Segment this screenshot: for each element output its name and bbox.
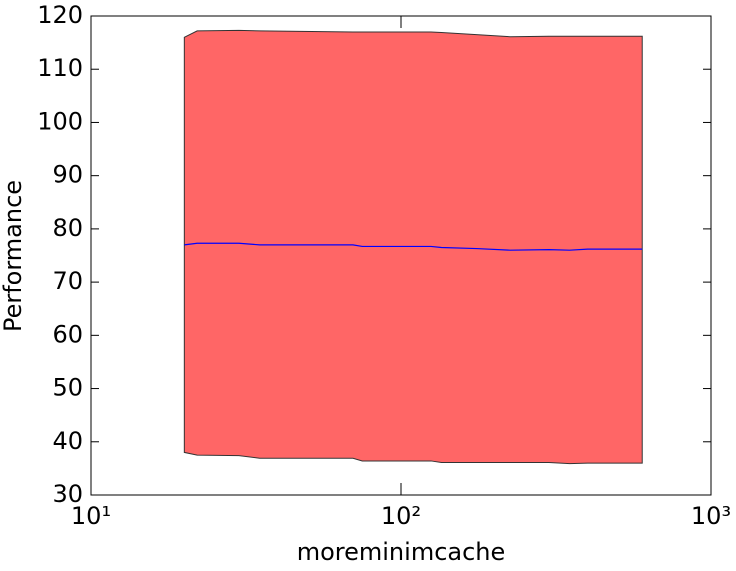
- y-tick-label: 100: [37, 107, 83, 135]
- x-tick-label: 10²: [381, 502, 421, 530]
- y-tick-label: 60: [52, 320, 83, 348]
- y-tick-label: 120: [37, 1, 83, 29]
- x-tick-label: 10¹: [71, 502, 111, 530]
- y-tick-label: 80: [52, 214, 83, 242]
- y-tick-label: 90: [52, 161, 83, 189]
- line: [184, 242, 643, 251]
- x-tick-label: 10³: [691, 502, 731, 530]
- x-axis-label: moreminimcache: [297, 538, 506, 566]
- y-tick-label: 50: [52, 374, 83, 402]
- y-tick-label: 70: [52, 267, 83, 295]
- y-tick-label: 40: [52, 427, 83, 455]
- y-axis-label: Performance: [0, 180, 27, 332]
- y-tick-label: 30: [52, 480, 83, 508]
- y-tick-label: 110: [37, 54, 83, 82]
